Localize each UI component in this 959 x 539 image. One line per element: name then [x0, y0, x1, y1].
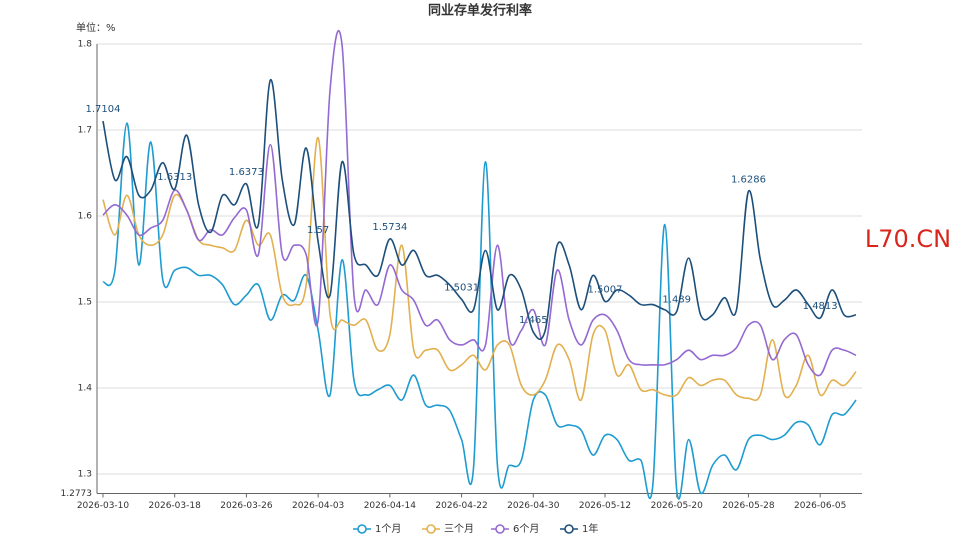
x-tick-label: 2026-05-20: [651, 501, 704, 511]
x-tick-label: 2026-03-10: [77, 501, 130, 511]
x-tick-label: 2026-05-28: [722, 501, 775, 511]
legend-label: 1个月: [375, 523, 401, 535]
data-label: 1.7104: [85, 104, 120, 115]
x-tick-label: 2026-05-12: [579, 501, 631, 511]
legend-label: 6个月: [513, 523, 539, 535]
x-tick-label: 2026-04-30: [507, 501, 560, 511]
y-tick-label: 1.2773: [61, 489, 93, 499]
y-tick-label: 1.3: [78, 469, 92, 479]
y-tick-label: 1.4: [78, 383, 93, 393]
legend-item: 三个月: [422, 523, 474, 535]
line-series: [102, 122, 857, 500]
line-series: [102, 29, 857, 377]
data-label: 1.6373: [229, 167, 264, 178]
line-series: [102, 136, 857, 402]
chart-title: 同业存单发行利率: [428, 3, 532, 19]
legend-label: 三个月: [444, 523, 474, 535]
watermark: L70.CN: [865, 225, 951, 253]
legend-label: 1年: [582, 522, 598, 535]
legend-item: 6个月: [491, 523, 539, 535]
legend-marker: [495, 524, 505, 534]
data-label: 1.4813: [803, 301, 838, 312]
y-axis-name: 单位：%: [76, 21, 116, 34]
legend-marker: [357, 524, 367, 534]
line-series: [102, 79, 857, 340]
data-label: 1.6286: [731, 174, 766, 185]
y-tick-label: 1.7: [78, 125, 92, 135]
y-tick-label: 1.6: [78, 211, 93, 221]
data-label: 1.6313: [157, 172, 192, 183]
data-label: 1.465: [519, 315, 548, 326]
x-tick-label: 2026-04-14: [364, 501, 417, 511]
legend-marker: [564, 524, 574, 534]
x-tick-label: 2026-04-22: [435, 501, 487, 511]
legend-marker: [426, 524, 436, 534]
legend-item: 1年: [560, 522, 598, 535]
data-label: 1.5031: [444, 282, 479, 293]
x-tick-label: 2026-04-03: [292, 501, 344, 511]
x-tick-label: 2026-06-05: [794, 501, 846, 511]
data-label: 1.5007: [588, 284, 623, 295]
data-label: 1.5734: [372, 222, 407, 233]
data-label: 1.57: [307, 225, 329, 236]
x-tick-label: 2026-03-26: [220, 501, 273, 511]
y-tick-label: 1.8: [78, 40, 93, 50]
y-tick-label: 1.5: [78, 297, 92, 307]
data-label: 1.489: [662, 294, 691, 305]
x-tick-label: 2026-03-18: [149, 501, 202, 511]
legend-item: 1个月: [353, 523, 401, 535]
